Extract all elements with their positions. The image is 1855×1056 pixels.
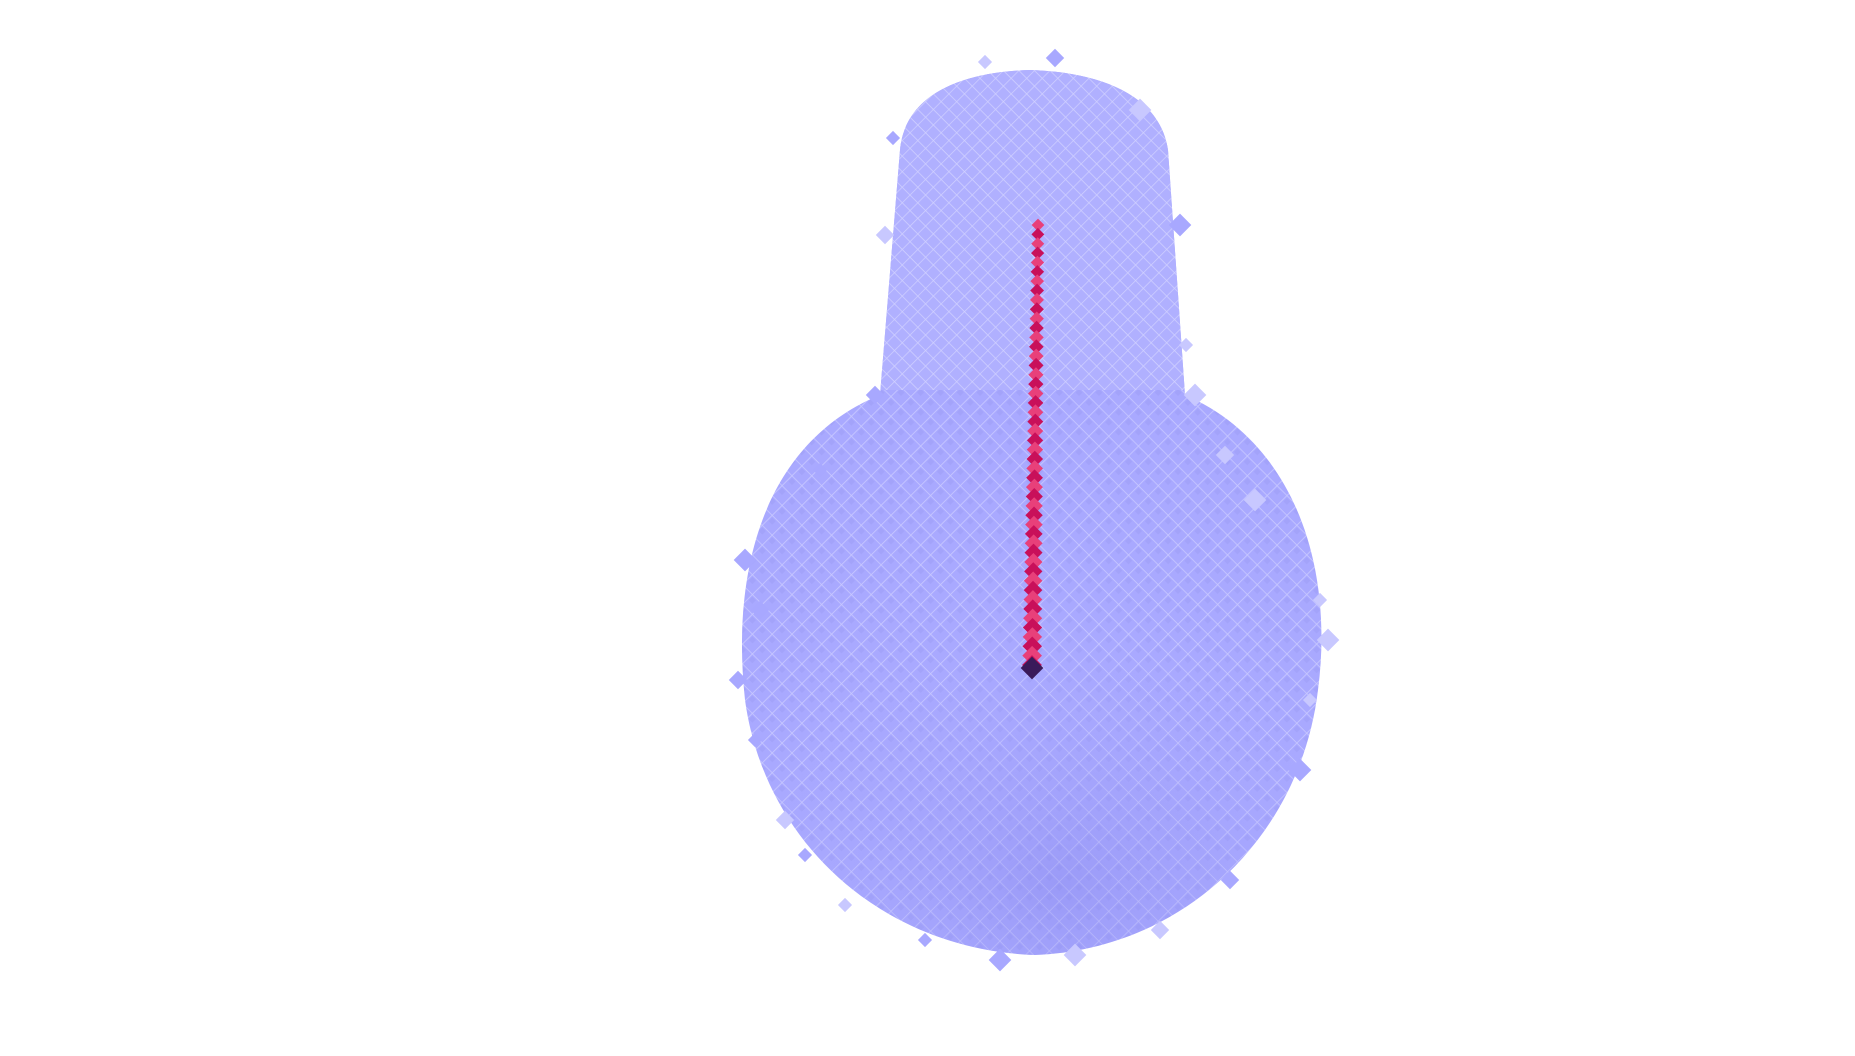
edge-voxel <box>747 732 763 748</box>
path-voxel <box>1027 404 1044 421</box>
path-voxel <box>1025 478 1043 496</box>
edge-voxel <box>988 948 1012 972</box>
edge-voxel <box>750 600 770 620</box>
path-voxel <box>1024 525 1043 543</box>
edge-voxel <box>1316 628 1340 652</box>
edge-voxel <box>1288 758 1312 782</box>
path-voxel <box>1027 395 1044 411</box>
path-voxel <box>1026 450 1044 468</box>
edge-voxel <box>728 670 748 690</box>
edge-voxel <box>1243 488 1267 512</box>
edge-voxels <box>728 48 1340 972</box>
edge-voxel <box>977 54 993 70</box>
edge-voxel <box>797 847 813 863</box>
edge-voxel <box>812 462 828 478</box>
edge-voxel <box>1215 445 1235 465</box>
path-voxel <box>1025 506 1043 524</box>
edge-voxel <box>1128 98 1152 122</box>
edge-voxel <box>837 897 853 913</box>
edge-voxel <box>1302 692 1318 708</box>
edge-voxel <box>733 548 757 572</box>
edge-voxel <box>1312 592 1328 608</box>
edge-voxel <box>775 810 795 830</box>
path-voxel <box>1029 320 1044 336</box>
edge-voxel <box>1220 870 1240 890</box>
edge-voxel <box>885 130 901 146</box>
voxel-body <box>728 48 1340 972</box>
base-shading <box>750 570 1310 955</box>
path-voxel <box>1030 255 1045 270</box>
edge-voxel <box>1178 337 1194 353</box>
path-end-voxel <box>1020 656 1044 680</box>
path-voxel <box>1029 330 1044 345</box>
edge-voxel <box>875 225 895 245</box>
edge-voxel <box>1063 943 1087 967</box>
edge-voxel <box>865 385 885 405</box>
edge-voxel <box>1045 48 1065 68</box>
path-voxel <box>1028 376 1044 392</box>
edge-voxel <box>1150 920 1170 940</box>
edge-voxel <box>917 932 933 948</box>
path-voxel <box>1026 441 1044 458</box>
path-voxel <box>1024 543 1043 562</box>
path-voxel <box>1027 422 1044 439</box>
edge-voxel <box>1183 383 1207 407</box>
